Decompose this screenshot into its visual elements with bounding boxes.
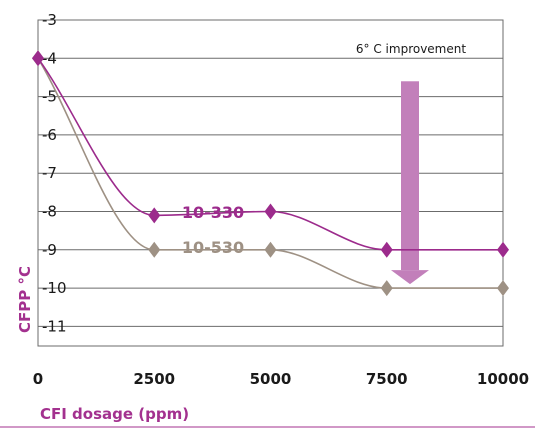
improvement-arrow	[391, 81, 429, 284]
data-marker	[497, 280, 509, 296]
improvement-annotation: 6° C improvement	[356, 42, 466, 56]
y-tick-label: -7	[42, 164, 57, 182]
x-tick-label: 10000	[477, 370, 529, 388]
series-line-10-330	[38, 58, 503, 250]
data-marker	[497, 242, 509, 258]
y-tick-label: -4	[42, 49, 57, 67]
arrow-head	[391, 270, 429, 284]
series-labels: 10-530 10-330	[182, 203, 244, 257]
y-axis-title: CFPP °C	[16, 266, 34, 333]
series-label-10-330: 10-330	[182, 203, 244, 222]
y-tick-label: -3	[42, 11, 57, 29]
data-marker	[265, 204, 277, 220]
data-marker	[381, 242, 393, 258]
y-tick-label: -8	[42, 203, 57, 221]
x-tick-label: 7500	[366, 370, 408, 388]
arrow-shaft	[401, 81, 419, 270]
grid-lines	[38, 20, 503, 326]
x-tick-label: 0	[33, 370, 43, 388]
y-tick-label: -6	[42, 126, 57, 144]
y-tick-label: -11	[42, 317, 67, 335]
data-marker	[265, 242, 277, 258]
plot-frame	[38, 20, 503, 346]
x-tick-label: 2500	[133, 370, 175, 388]
y-tick-label: -10	[42, 279, 67, 297]
data-marker	[148, 207, 160, 223]
x-tick-labels: 0 2500 5000 7500 10000	[33, 370, 529, 388]
y-tick-label: -9	[42, 241, 57, 259]
x-tick-label: 5000	[250, 370, 292, 388]
data-marker	[148, 242, 160, 258]
x-axis-title: CFI dosage (ppm)	[40, 405, 189, 423]
series-label-10-530: 10-530	[182, 238, 244, 257]
data-marker	[381, 280, 393, 296]
